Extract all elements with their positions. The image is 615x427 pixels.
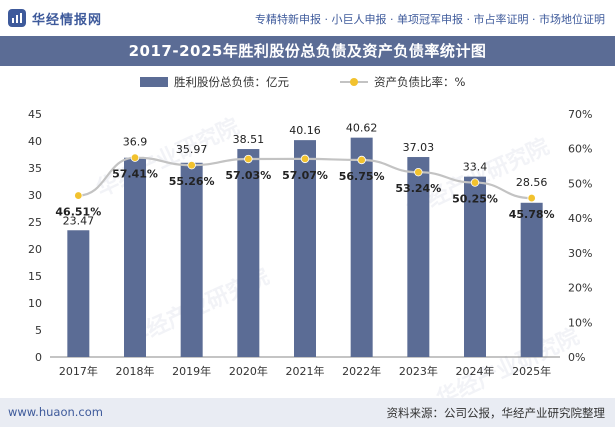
x-tick-label: 2025年: [512, 364, 551, 378]
x-tick-label: 2018年: [116, 364, 155, 378]
y-right-tick-label: 20%: [568, 282, 592, 295]
y-right-tick-label: 10%: [568, 316, 592, 329]
legend-item-debt: 胜利股份总负债：亿元: [140, 74, 289, 90]
site-logo[interactable]: 华经情报网: [8, 9, 103, 28]
chart-legend: 胜利股份总负债：亿元 资产负债比率：%: [0, 72, 615, 92]
y-right-tick-label: 60%: [568, 143, 592, 156]
ratio-value-label: 45.78%: [509, 208, 555, 221]
bar-debt: [124, 157, 146, 357]
y-left-tick-label: 5: [35, 324, 42, 337]
ratio-point: [130, 153, 140, 162]
footer: www.huaon.com 资料来源：公司公报，华经产业研究院整理: [0, 398, 615, 427]
x-tick-label: 2021年: [286, 364, 325, 378]
logo-text: 华经情报网: [32, 12, 103, 28]
y-right-tick-label: 50%: [568, 177, 592, 190]
bar-debt: [407, 157, 430, 357]
logo-icon: [8, 9, 26, 27]
legend-item-ratio: 资产负债比率：%: [340, 74, 465, 90]
x-tick-label: 2017年: [59, 364, 98, 378]
ratio-point: [244, 154, 253, 164]
ratio-point: [187, 160, 196, 170]
y-left-tick-label: 20: [28, 243, 42, 256]
legend-bar-swatch: [140, 77, 168, 87]
chart-title: 2017-2025年胜利股份总负债及资产负债率统计图: [0, 36, 615, 66]
ratio-value-label: 57.03%: [225, 169, 271, 182]
x-tick-label: 2024年: [456, 364, 495, 378]
y-left-tick-label: 40: [28, 135, 42, 148]
bar-value-label: 40.16: [289, 124, 321, 137]
y-left-tick-label: 15: [28, 270, 42, 283]
legend-line-swatch: [340, 77, 368, 87]
bar-value-label: 23.47: [63, 214, 95, 227]
bar-value-label: 37.03: [403, 141, 435, 154]
bar-value-label: 33.4: [463, 161, 488, 174]
legend-label-ratio: 资产负债比率：%: [374, 75, 466, 89]
bar-debt: [237, 149, 260, 357]
y-left-tick-label: 25: [28, 216, 42, 229]
bar-debt: [67, 230, 90, 357]
x-tick-label: 2020年: [229, 364, 268, 378]
x-tick-label: 2019年: [172, 364, 211, 378]
ratio-value-label: 53.24%: [395, 182, 441, 195]
ratio-value-label: 50.25%: [452, 193, 498, 206]
ratio-value-label: 56.75%: [339, 170, 385, 183]
y-right-tick-label: 30%: [568, 247, 592, 260]
bar-value-label: 36.9: [123, 136, 148, 149]
y-left-tick-label: 0: [35, 351, 42, 364]
bar-debt: [294, 140, 316, 357]
ratio-point: [470, 178, 480, 187]
ratio-value-label: 55.26%: [169, 175, 215, 188]
bar-debt: [464, 176, 486, 357]
y-right-tick-label: 0%: [568, 351, 585, 364]
ratio-point: [300, 154, 310, 164]
chart-svg: 0 5 10 15 20 25 30 35 40 45 0% 10% 20% 30% 40% 50% 60% 70…: [28, 108, 592, 378]
y-left-tick-label: 35: [28, 162, 42, 175]
y-right-tick-label: 40%: [568, 212, 592, 225]
y-right-tick-label: 70%: [568, 108, 592, 121]
ratio-point: [74, 191, 83, 200]
bar-debt: [180, 162, 203, 357]
bar-value-label: 38.51: [233, 133, 265, 146]
source-note: 资料来源：公司公报，华经产业研究院整理: [386, 406, 606, 420]
legend-label-debt: 胜利股份总负债：亿元: [174, 75, 289, 89]
bar-value-label: 40.62: [346, 122, 378, 135]
website-link[interactable]: www.huaon.com: [8, 405, 103, 419]
y-left-tick-label: 30: [28, 189, 42, 202]
header-links[interactable]: 专精特新申报 · 小巨人申报 · 单项冠军申报 · 市占率证明 · 市场地位证明: [255, 13, 605, 26]
x-tick-label: 2023年: [399, 364, 438, 378]
bar-debt: [520, 202, 543, 357]
ratio-value-label: 46.51%: [55, 206, 101, 219]
y-left-tick-label: 45: [28, 108, 42, 121]
bar-value-label: 28.56: [516, 176, 548, 189]
bar-value-label: 35.97: [176, 143, 208, 156]
ratio-value-label: 57.07%: [282, 169, 328, 182]
ratio-point: [414, 167, 423, 177]
ratio-point: [357, 155, 366, 165]
ratio-value-label: 57.41%: [112, 168, 158, 181]
top-bar: 华经情报网 专精特新申报 · 小巨人申报 · 单项冠军申报 · 市占率证明 · …: [0, 0, 615, 36]
ratio-point: [527, 193, 536, 203]
y-left-tick-label: 10: [28, 297, 42, 310]
bar-debt: [350, 137, 373, 357]
x-tick-label: 2022年: [342, 364, 381, 378]
